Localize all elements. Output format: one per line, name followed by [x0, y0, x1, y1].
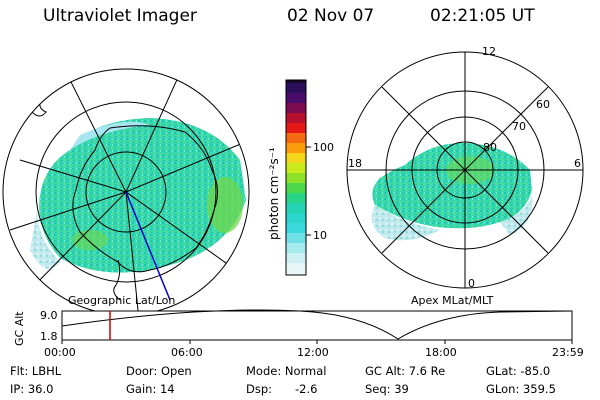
mlt-label-0: 0: [468, 277, 475, 290]
info-glat: GLat: -85.0: [486, 364, 551, 378]
alt-tick-high: 9.0: [40, 309, 58, 322]
magnetic-polar-panel: [346, 51, 584, 289]
info-door: Door: Open: [126, 364, 192, 378]
mlat-label-80: 80: [483, 141, 497, 154]
apex-caption: Apex MLat/MLT: [411, 294, 494, 307]
info-seq: Seq: 39: [365, 382, 409, 396]
info-ip: IP: 36.0: [10, 382, 54, 396]
mlat-label-60: 60: [536, 98, 550, 111]
info-gc-alt: GC Alt: 7.6 Re: [365, 364, 446, 378]
time-tick-4: 23:59: [552, 346, 584, 359]
instrument-title: Ultraviolet Imager: [43, 6, 197, 26]
time-tick-2: 12:00: [297, 346, 329, 359]
altitude-curve: [61, 309, 573, 340]
info-mode: Mode: Normal: [246, 364, 327, 378]
time-tick-0: 00:00: [44, 346, 76, 359]
mlat-label-70: 70: [512, 120, 526, 133]
time-label: 02:21:05 UT: [430, 6, 535, 26]
mlt-label-6: 6: [574, 157, 581, 170]
time-tick-3: 18:00: [425, 346, 457, 359]
alt-axis-label: GC Alt: [13, 311, 26, 346]
info-dsp-label: Dsp:: [246, 382, 273, 396]
geographic-map-panel: [2, 68, 250, 316]
auroral-oval: [372, 142, 532, 229]
satellite-track: [125, 191, 171, 301]
info-flt: Flt: LBHL: [10, 364, 62, 378]
time-tick-1: 06:00: [171, 346, 203, 359]
mlt-label-18: 18: [348, 157, 362, 170]
info-gain: Gain: 14: [126, 382, 175, 396]
alt-tick-low: 1.8: [40, 330, 58, 343]
colorbar: 100 10 photon cm⁻²s⁻¹: [267, 79, 334, 276]
colorbar-unit-label: photon cm⁻²s⁻¹: [267, 147, 281, 240]
altitude-plot: 9.0 1.8 GC Alt: [13, 309, 573, 346]
colorbar-tick-100: 100: [313, 141, 334, 154]
info-glon: GLon: 359.5: [486, 382, 556, 396]
colorbar-tick-10: 10: [313, 229, 327, 242]
mlt-label-12: 12: [482, 45, 496, 58]
geographic-caption: Geographic Lat/Lon: [68, 294, 176, 307]
info-dsp-value: -2.6: [295, 382, 318, 396]
coastline: [72, 125, 218, 273]
date-label: 02 Nov 07: [287, 6, 375, 26]
